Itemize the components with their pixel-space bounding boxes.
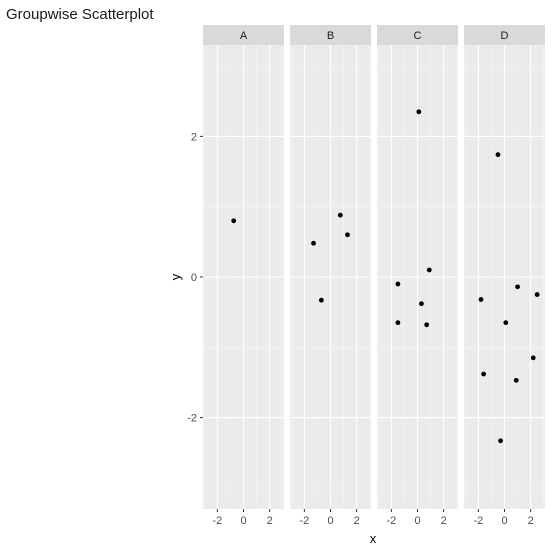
data-point — [231, 218, 237, 224]
x-tick-label: 2 — [441, 515, 447, 527]
data-point — [318, 297, 324, 303]
x-tick-label: 2 — [354, 515, 360, 527]
y-tick-label: 0 — [191, 272, 197, 284]
data-point — [337, 212, 343, 218]
x-tick-label: 2 — [267, 515, 273, 527]
data-point — [530, 355, 536, 361]
x-tick-label: 0 — [414, 515, 420, 527]
y-tick-label: -2 — [187, 413, 197, 425]
x-tick-label: -2 — [299, 515, 309, 527]
facet-panel-a: A -2 0 2 — [203, 25, 284, 527]
data-point — [419, 301, 424, 307]
x-tick-label: -2 — [386, 515, 396, 527]
data-point — [498, 438, 503, 444]
data-point — [503, 320, 509, 326]
x-tick-label: -2 — [212, 515, 222, 527]
data-point — [416, 109, 422, 115]
facet-panels: A -2 0 2 B -2 0 2 C -2 0 2 D -2 0 2 — [203, 25, 545, 527]
facet-panel-b: B -2 0 2 — [290, 25, 371, 527]
data-point — [424, 322, 430, 328]
data-point — [534, 292, 540, 297]
facet-strip — [377, 25, 458, 45]
facet-strip-label: B — [327, 30, 334, 42]
data-point — [478, 297, 484, 302]
x-tick-label: 0 — [501, 515, 507, 527]
facet-strip-label: D — [501, 30, 509, 42]
facet-strip — [203, 25, 284, 45]
facet-strip-label: A — [240, 30, 248, 42]
y-tick-label: 2 — [191, 131, 197, 143]
facet-strip — [290, 25, 371, 45]
facet-panel-d: D -2 0 2 — [464, 25, 545, 527]
x-tick-label: 0 — [327, 515, 333, 527]
data-point — [495, 152, 501, 158]
data-point — [311, 240, 316, 246]
data-point — [395, 281, 401, 287]
data-point — [481, 371, 486, 377]
x-tick-label: -2 — [473, 515, 483, 527]
data-point — [395, 320, 401, 326]
x-axis-title: x — [370, 531, 377, 546]
facet-panel-c: C -2 0 2 — [377, 25, 458, 527]
facet-strip-label: C — [414, 30, 422, 42]
facet-strip — [464, 25, 545, 45]
data-point — [515, 284, 520, 290]
page-title: Groupwise Scatterplot — [6, 6, 154, 23]
data-point — [513, 377, 519, 383]
y-axis-title: y — [168, 273, 183, 280]
data-point — [345, 232, 350, 238]
x-tick-label: 2 — [528, 515, 534, 527]
y-axis: -2 0 2 — [187, 131, 203, 425]
x-tick-label: 0 — [240, 515, 246, 527]
data-point — [426, 267, 432, 273]
